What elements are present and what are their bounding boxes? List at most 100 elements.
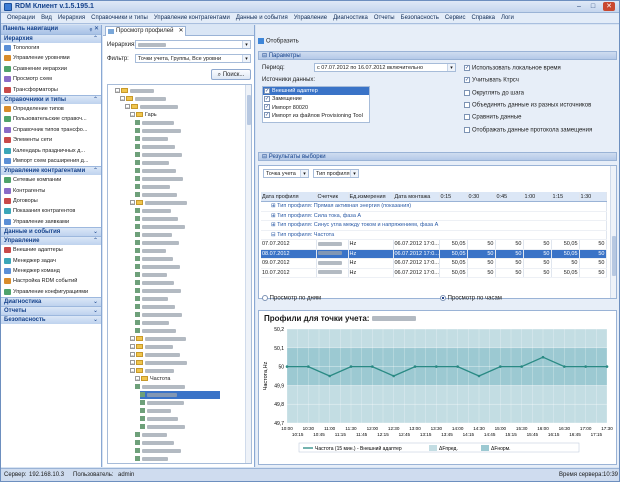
- menu-item[interactable]: Отчеты: [373, 15, 395, 21]
- nav-item[interactable]: Сетевые компании: [1, 175, 101, 185]
- column-header[interactable]: 0:45: [495, 192, 524, 202]
- nav-section-6[interactable]: Диагностика ⌄: [1, 297, 101, 307]
- close-button[interactable]: ✕: [603, 2, 615, 11]
- tree-scrollbar[interactable]: [245, 85, 251, 463]
- tree-node[interactable]: [135, 303, 175, 311]
- tree-node[interactable]: [140, 407, 171, 415]
- nav-item[interactable]: Элементы сети: [1, 135, 101, 145]
- tree-node[interactable]: [135, 439, 174, 447]
- hierarchy-tree[interactable]: – – – – Гарь – – – – – – – Частота: [107, 84, 252, 464]
- tree-node[interactable]: [135, 223, 185, 231]
- tree-node[interactable]: [135, 327, 176, 335]
- nav-item[interactable]: Контрагенты: [1, 186, 101, 196]
- menu-item[interactable]: Вид: [41, 15, 52, 21]
- group-row[interactable]: ⊞ Тип профиля: Синус угла между током и …: [261, 220, 607, 231]
- option-checkbox[interactable]: ✓ Учитывать Ктрсч: [464, 77, 519, 84]
- tree-node[interactable]: [135, 255, 173, 263]
- nav-section-4[interactable]: Данные и события ⌄: [1, 227, 101, 237]
- menu-item[interactable]: Сервис: [444, 15, 466, 21]
- table-row[interactable]: 10.07.2012 Hz 06.07.2012 17:0... 50,05 50 50 5…: [261, 268, 607, 278]
- group-by-point[interactable]: Точка учета ▾: [263, 169, 309, 178]
- nav-item[interactable]: Управление уровнями: [1, 53, 101, 63]
- option-check[interactable]: [464, 89, 470, 96]
- tree-node[interactable]: [135, 167, 176, 175]
- menu-item[interactable]: Управление контрагентами: [153, 15, 230, 21]
- expand-icon[interactable]: ⊟: [271, 231, 278, 238]
- nav-section-2[interactable]: Справочники и типы ⌃: [1, 94, 101, 104]
- hierarchy-select[interactable]: ▾: [135, 40, 251, 49]
- tree-node[interactable]: [135, 455, 168, 463]
- expand-icon[interactable]: ⊞: [271, 222, 278, 229]
- nav-section-8[interactable]: Безопасность ⌄: [1, 315, 101, 325]
- expand-icon[interactable]: –: [130, 344, 135, 350]
- group-label[interactable]: ⊞ Тип профиля: Синус угла между током и …: [261, 220, 607, 231]
- option-check[interactable]: ✓: [464, 65, 470, 71]
- nav-item[interactable]: Менеджер задач: [1, 256, 101, 266]
- column-header[interactable]: 0:15: [439, 192, 468, 202]
- tree-node[interactable]: –: [130, 351, 180, 359]
- nav-item[interactable]: Менеджер команд: [1, 266, 101, 276]
- period-select[interactable]: с 07.07.2012 по 16.07.2012 включительно …: [314, 63, 456, 72]
- tree-node[interactable]: [135, 447, 181, 455]
- expand-icon[interactable]: –: [130, 200, 135, 206]
- chevron-icon[interactable]: ⌃: [92, 238, 98, 245]
- menu-item[interactable]: Справочники и типы: [91, 15, 148, 21]
- chevron-icon[interactable]: ⌄: [92, 299, 98, 306]
- view-by-days-radio[interactable]: Просмотр по дням: [262, 295, 321, 302]
- nav-item[interactable]: Управление конфигурациями: [1, 287, 101, 297]
- column-header[interactable]: Счетчик: [316, 192, 349, 202]
- tree-node[interactable]: –: [125, 103, 178, 111]
- expand-icon[interactable]: –: [130, 360, 135, 366]
- tree-node[interactable]: –: [130, 343, 173, 351]
- nav-section-1[interactable]: Иерархия ⌃: [1, 34, 101, 43]
- tree-node[interactable]: [135, 159, 169, 167]
- column-header[interactable]: 0:30: [467, 192, 496, 202]
- chevron-icon[interactable]: ⌄: [92, 317, 98, 324]
- tree-node[interactable]: [135, 191, 177, 199]
- filter-select[interactable]: Точки учета, Группы, Все уровни ▾: [135, 54, 251, 63]
- menu-item[interactable]: Безопасность: [400, 15, 439, 21]
- nav-item[interactable]: Сравнение иерархии: [1, 64, 101, 74]
- group-label[interactable]: ⊞ Тип профиля: Сила тока, фаза А: [261, 211, 607, 221]
- menu-item[interactable]: Управление: [293, 15, 328, 21]
- table-row[interactable]: 08.07.2012 Hz 06.07.2012 17:0... 50,05 50 50 5…: [261, 249, 607, 259]
- nav-item[interactable]: Трансформаторы: [1, 85, 101, 95]
- nav-section-7[interactable]: Отчеты ⌄: [1, 306, 101, 316]
- expand-icon[interactable]: –: [115, 88, 120, 94]
- option-checkbox[interactable]: Объединять данные из разных источников: [464, 101, 591, 108]
- tree-node[interactable]: [140, 423, 185, 431]
- expand-icon[interactable]: –: [130, 352, 135, 358]
- source-checkbox[interactable]: ✓: [264, 104, 270, 111]
- tree-node[interactable]: [135, 263, 180, 271]
- option-check[interactable]: [464, 114, 470, 121]
- option-checkbox[interactable]: Округлять до шага: [464, 89, 524, 96]
- nav-section-5[interactable]: Управление ⌃: [1, 236, 101, 246]
- tree-node[interactable]: [135, 215, 178, 223]
- nav-item[interactable]: Импорт схем расширения д...: [1, 156, 101, 166]
- parameters-section-header[interactable]: ⊟ Параметры: [258, 51, 617, 60]
- chevron-icon[interactable]: ⌃: [92, 96, 98, 103]
- chevron-icon[interactable]: ⌄: [92, 308, 98, 315]
- source-checkbox[interactable]: ✓: [264, 95, 270, 102]
- tree-node[interactable]: [140, 399, 184, 407]
- results-section-header[interactable]: ⊟ Результаты выборки: [258, 152, 617, 161]
- menu-item[interactable]: Операции: [7, 15, 36, 21]
- display-button[interactable]: Отобразить: [258, 38, 299, 45]
- nav-section-3[interactable]: Управление контрагентами ⌃: [1, 166, 101, 176]
- tab-profile-viewer[interactable]: Просмотр профилей ✕: [105, 26, 187, 36]
- tree-node[interactable]: [135, 207, 171, 215]
- group-row[interactable]: ⊞ Тип профиля: Сила тока, фаза А: [261, 211, 607, 221]
- expand-icon[interactable]: –: [125, 104, 130, 110]
- tree-node[interactable]: [135, 287, 181, 295]
- tree-node[interactable]: [135, 183, 170, 191]
- sources-list[interactable]: ✓ Внешний адаптер ✓ Замещение ✓ Импорт 80020 ✓…: [262, 86, 370, 123]
- source-item[interactable]: ✓ Импорт 80020: [263, 104, 369, 112]
- tree-node[interactable]: [135, 247, 166, 255]
- source-checkbox[interactable]: ✓: [264, 112, 270, 119]
- nav-item[interactable]: Управление заявками: [1, 217, 101, 227]
- column-header[interactable]: 1:15: [551, 192, 580, 202]
- tree-node[interactable]: [135, 135, 168, 143]
- group-label[interactable]: ⊞ Тип профиля: Прямая активная энергия (…: [261, 201, 607, 212]
- group-label[interactable]: ⊟ Тип профиля: Частота: [261, 230, 607, 240]
- expand-icon[interactable]: –: [120, 96, 125, 102]
